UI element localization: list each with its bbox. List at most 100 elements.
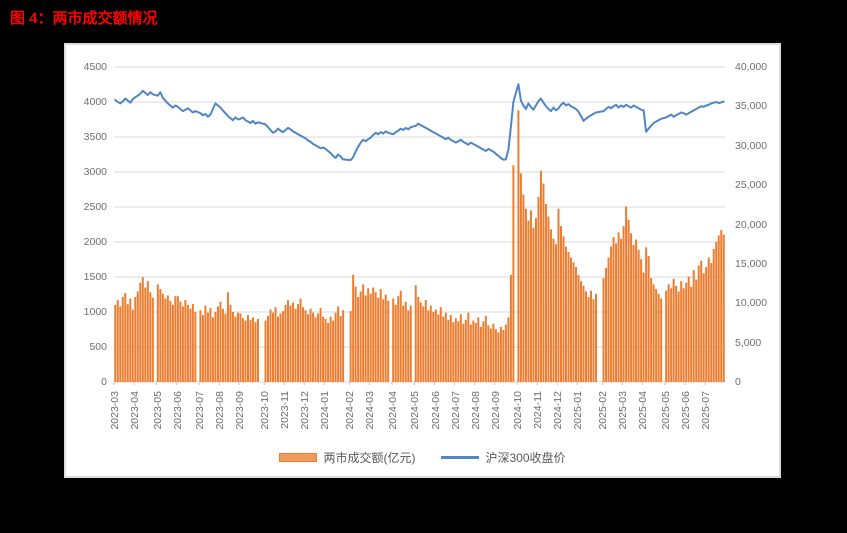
turnover-bar	[577, 274, 580, 382]
turnover-bar	[467, 312, 470, 382]
turnover-bar	[484, 315, 487, 382]
turnover-bar	[454, 318, 457, 382]
turnover-bar	[392, 298, 395, 382]
turnover-bar	[241, 318, 244, 382]
turnover-bar	[119, 306, 122, 382]
turnover-bar	[615, 243, 618, 382]
turnover-bar	[312, 312, 315, 382]
turnover-bar	[354, 286, 357, 382]
turnover-bar	[397, 296, 400, 382]
turnover-bar	[564, 246, 567, 382]
turnover-bar	[457, 321, 460, 382]
left-axis-tick-label: 4000	[83, 96, 107, 108]
turnover-bar	[151, 297, 154, 382]
turnover-bar	[394, 304, 397, 382]
turnover-bar	[322, 316, 325, 382]
x-axis-label: 2023-09	[234, 391, 247, 430]
turnover-bar	[479, 326, 482, 382]
turnover-bar	[179, 301, 182, 382]
turnover-bar	[324, 319, 327, 382]
turnover-bar	[469, 324, 472, 382]
x-axis-label: 2023-08	[214, 391, 227, 430]
right-axis-tick-label: 30,000	[735, 139, 768, 152]
x-axis-label: 2025-01	[572, 391, 585, 430]
turnover-bar	[181, 306, 184, 382]
turnover-bar	[304, 310, 307, 382]
x-axis-label: 2023-03	[109, 391, 121, 430]
turnover-bar	[509, 274, 512, 382]
turnover-bar	[622, 226, 625, 382]
turnover-bar	[251, 317, 254, 382]
left-axis-tick-label: 3000	[83, 166, 107, 178]
turnover-bar	[557, 208, 560, 382]
turnover-bar	[642, 272, 645, 382]
turnover-bar	[652, 284, 655, 382]
left-axis-tick-label: 2500	[83, 201, 107, 213]
turnover-bar	[352, 274, 355, 382]
turnover-bar	[444, 312, 447, 382]
turnover-bar	[697, 265, 700, 382]
turnover-bar	[462, 323, 465, 382]
turnover-bar	[677, 291, 680, 382]
turnover-bar	[139, 282, 142, 382]
turnover-bar	[507, 317, 510, 382]
turnover-bar	[277, 316, 280, 382]
turnover-bar	[722, 234, 725, 382]
turnover-bar	[209, 307, 212, 382]
turnover-bar	[269, 309, 272, 382]
turnover-bar	[409, 305, 412, 382]
turnover-bar	[547, 216, 550, 382]
right-axis-tick-label: 20,000	[735, 218, 768, 231]
turnover-bar	[539, 170, 542, 382]
figure-title: 图 4：两市成交额情况	[10, 10, 158, 27]
turnover-bar	[542, 183, 545, 382]
turnover-bar	[667, 284, 670, 382]
turnover-bar	[434, 309, 437, 382]
turnover-bar	[282, 311, 285, 382]
turnover-bar	[562, 236, 565, 382]
turnover-bar	[502, 330, 505, 382]
turnover-bar	[695, 279, 698, 382]
turnover-bar	[171, 304, 174, 382]
turnover-bar	[191, 304, 194, 382]
turnover-bar	[377, 297, 380, 382]
turnover-bar	[432, 311, 435, 382]
turnover-bar	[529, 210, 532, 382]
left-axis-tick-label: 0	[101, 376, 107, 388]
turnover-bar	[419, 302, 422, 382]
left-axis-tick-label: 500	[89, 341, 107, 353]
turnover-bar	[459, 314, 462, 382]
turnover-bar	[595, 293, 598, 382]
turnover-bar	[452, 322, 455, 382]
turnover-bar	[249, 319, 252, 382]
turnover-bar	[302, 307, 305, 382]
x-axis-label: 2024-07	[449, 391, 462, 430]
turnover-bar	[289, 305, 292, 382]
turnover-bar	[630, 233, 633, 382]
turnover-bar	[367, 288, 370, 382]
turnover-bar	[174, 296, 177, 382]
turnover-bar	[224, 313, 227, 382]
turnover-bar	[524, 208, 527, 382]
turnover-bar	[299, 298, 302, 382]
turnover-bar	[720, 230, 723, 382]
turnover-bar	[665, 290, 668, 382]
turnover-bar	[537, 196, 540, 382]
turnover-bar	[159, 289, 162, 382]
x-axis-label: 2023-11	[279, 391, 292, 429]
turnover-bar	[161, 293, 164, 382]
turnover-bar	[504, 324, 507, 382]
turnover-bar	[334, 312, 337, 382]
turnover-bar	[204, 305, 207, 382]
turnover-bar	[239, 313, 242, 382]
turnover-bar	[567, 252, 570, 382]
right-axis-tick-label: 35,000	[735, 100, 768, 113]
turnover-bar	[129, 298, 132, 382]
turnover-bar	[234, 316, 237, 382]
turnover-bar	[487, 325, 490, 382]
turnover-bar	[116, 300, 119, 382]
x-axis-label: 2023-06	[171, 391, 184, 430]
right-axis-tick-label: 0	[735, 376, 741, 388]
turnover-bar	[494, 329, 497, 382]
turnover-bar	[307, 314, 310, 382]
